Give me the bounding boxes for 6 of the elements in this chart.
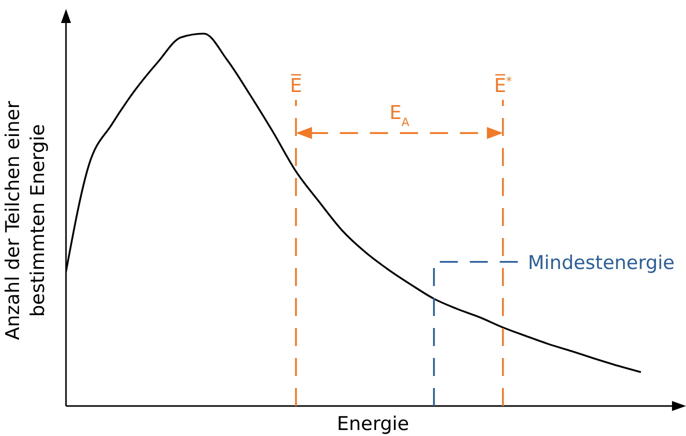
annotation: Mindestenergie xyxy=(528,252,675,274)
annotation: E̅ xyxy=(290,73,302,97)
annotation: E̅$^{*}$ xyxy=(494,73,512,97)
y-axis-title: Anzahl der Teilchen einer bestimmten Energie xyxy=(2,100,49,340)
x-axis-title: Energie xyxy=(336,413,410,435)
annotation: E$_{A}$ xyxy=(390,102,410,130)
